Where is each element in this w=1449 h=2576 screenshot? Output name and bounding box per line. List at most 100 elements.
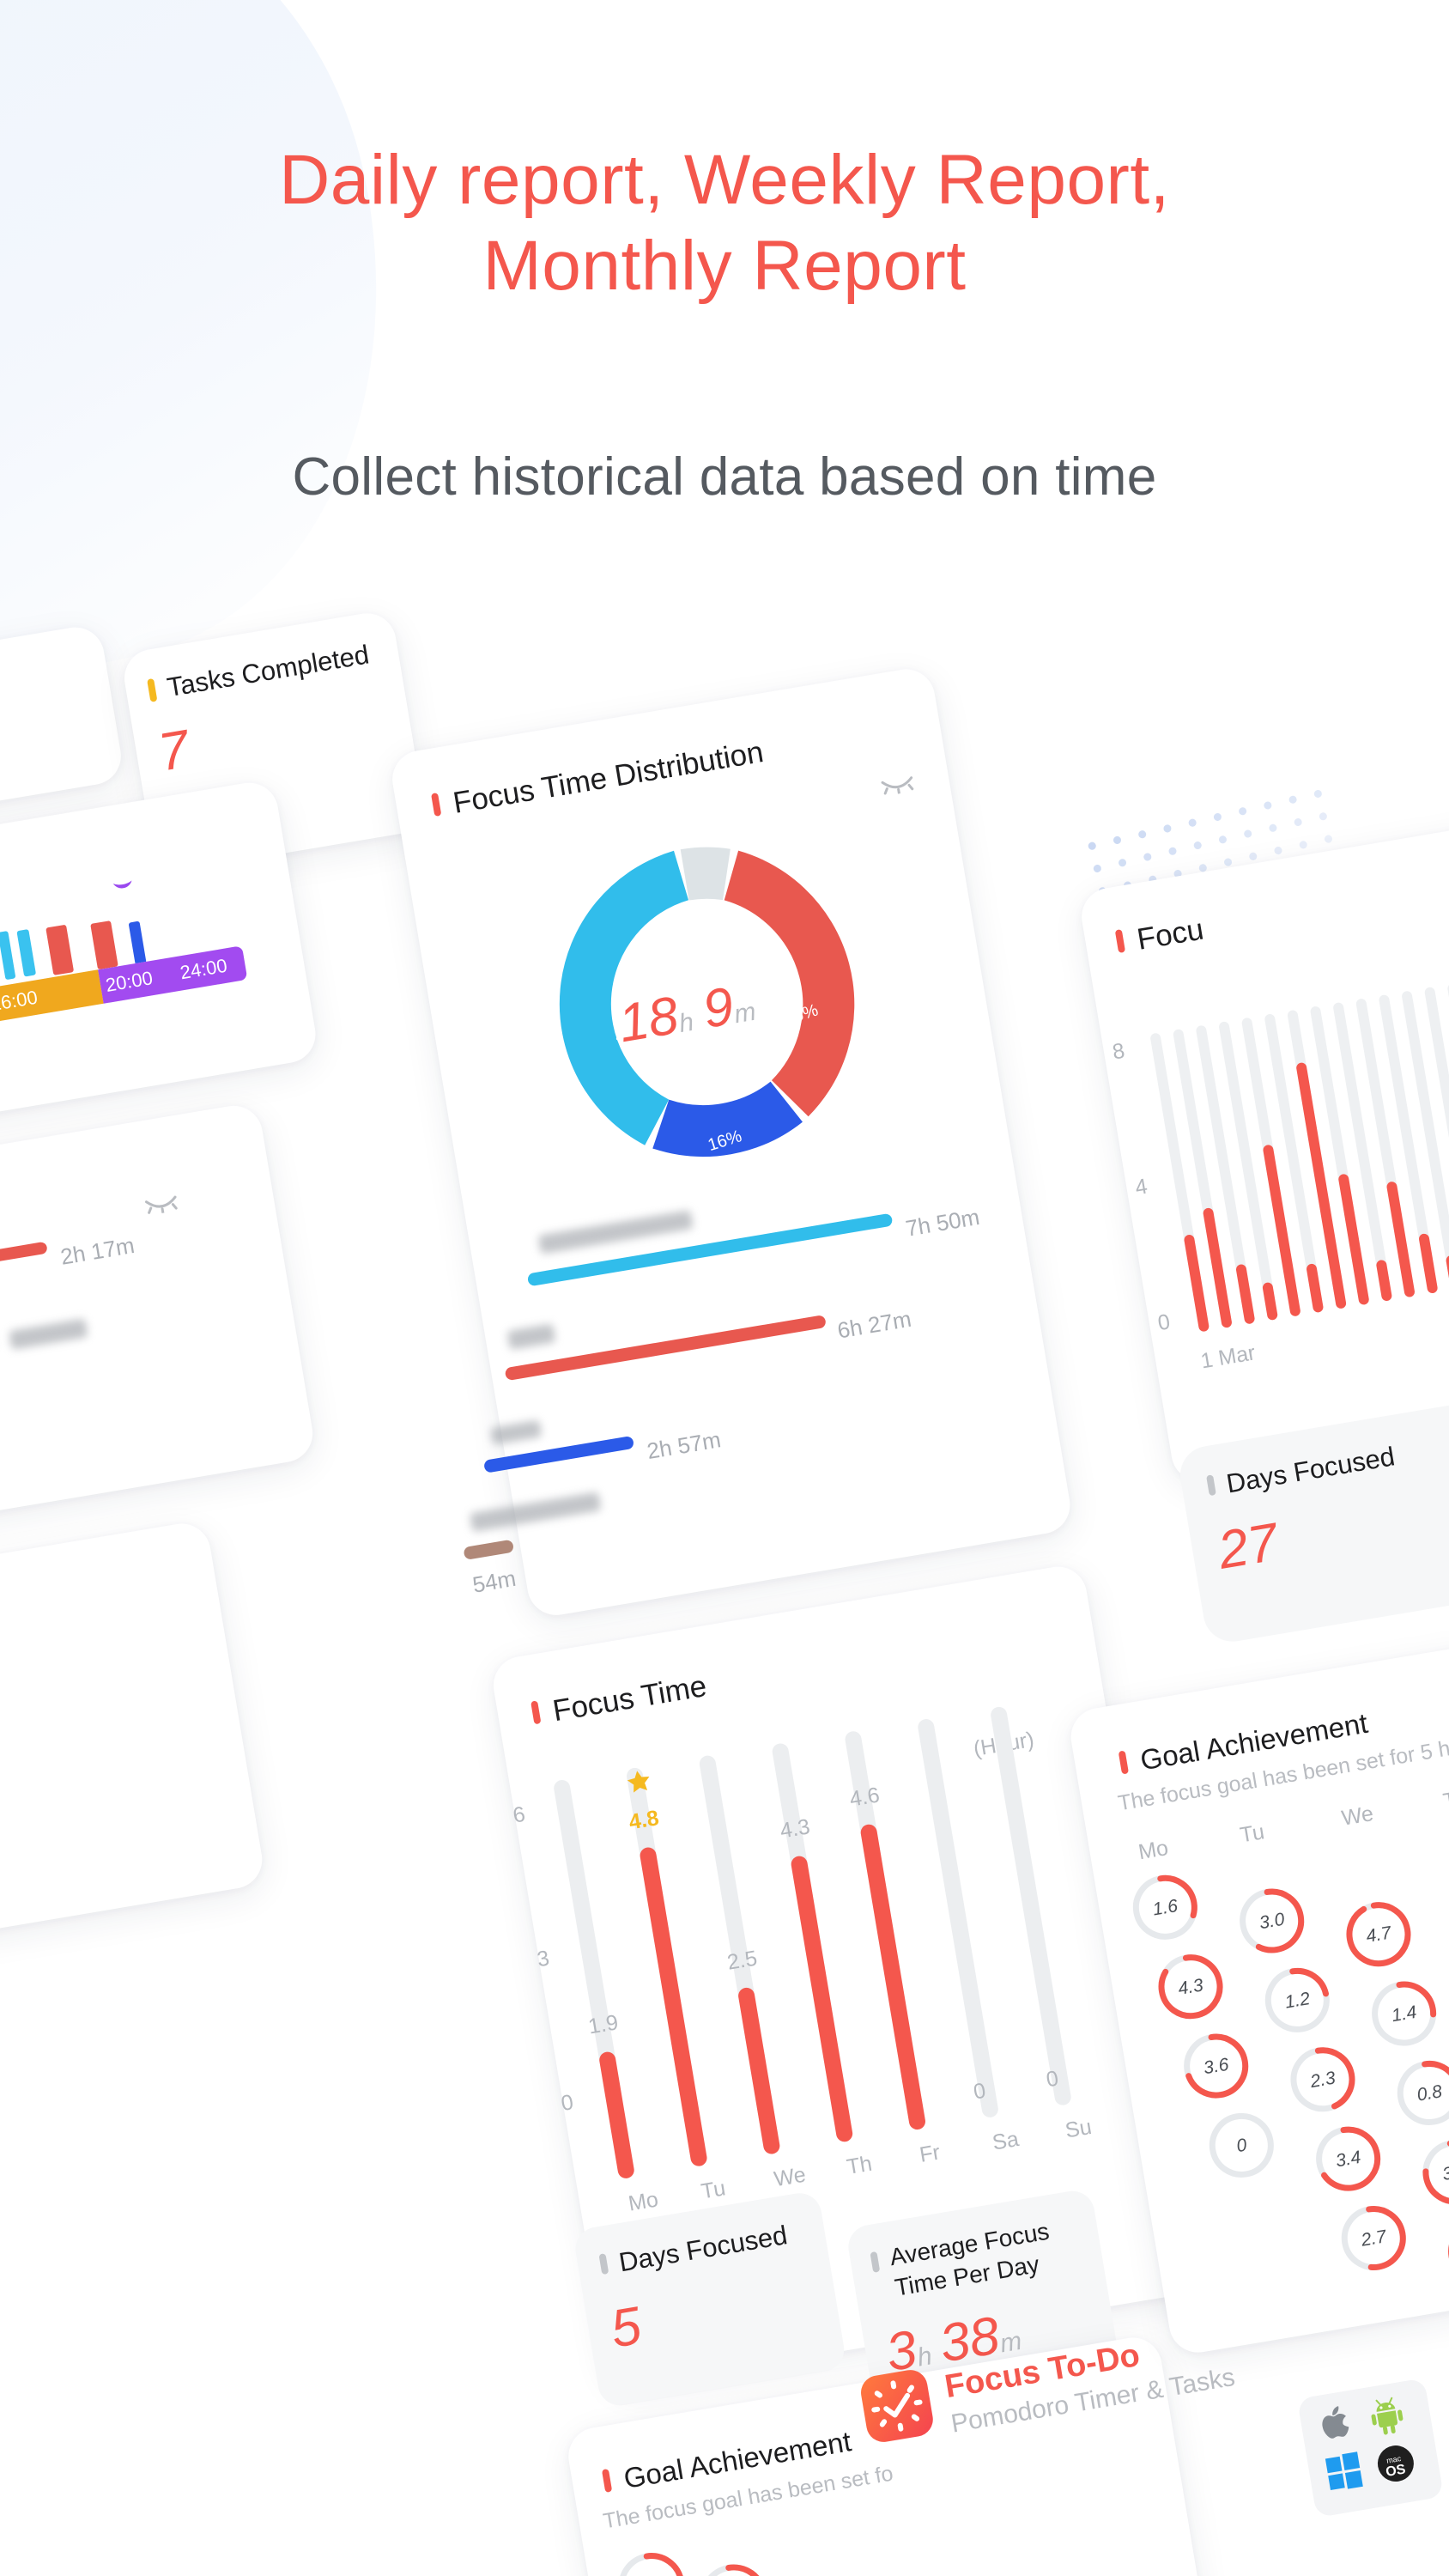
bar-value: [1375, 1259, 1393, 1302]
card-focus-month[interactable]: Focu 8 4 0 1 Mar: [1077, 805, 1449, 1486]
svg-text:3.4: 3.4: [1334, 2148, 1362, 2172]
bar-row-3-value: 2h 57m: [645, 1426, 723, 1465]
goal-ring-cell: 4.3: [1149, 1945, 1234, 2032]
y-tick-3: 3: [535, 1946, 551, 1972]
card-goal-achievement-right[interactable]: Goal Achievement The focus goal has been…: [1066, 1588, 1449, 2357]
bar-value-label: 4.6: [847, 1783, 882, 1812]
col-header-we: We: [1339, 1801, 1375, 1831]
svg-text:mac: mac: [1385, 2454, 1402, 2465]
page-title: Daily report, Weekly Report, Monthly Rep…: [0, 137, 1449, 309]
headline-line-1: Daily report, Weekly Report,: [279, 141, 1170, 219]
moon-icon: [106, 870, 140, 903]
phone-screen-center: Focus Time Distribution: [388, 656, 1287, 2576]
card-focus-time-distribution[interactable]: Focus Time Distribution: [388, 665, 1075, 1620]
goal-ring-cell: 4.7: [1337, 1893, 1422, 1980]
svg-text:3.9: 3.9: [1441, 2161, 1449, 2185]
bar-value-label: 1.9: [586, 2010, 621, 2039]
focus-distribution-bar-list: 7h 50m 6h 27m 2h 57m 54m: [463, 1159, 1052, 1598]
col-header-mo: Mo: [1137, 1835, 1170, 1865]
page-subtitle: Collect historical data based on time: [292, 447, 1157, 507]
svg-text:1.6: 1.6: [1151, 1896, 1179, 1920]
platform-badges: mac OS: [1296, 2378, 1445, 2518]
col-header-tu: Tu: [1238, 1820, 1266, 1848]
accent-tick-icon: [1114, 929, 1126, 954]
headline-line-2: Monthly Report: [482, 227, 967, 306]
svg-text:3.6: 3.6: [1202, 2055, 1230, 2079]
background-swoosh: [0, 0, 452, 700]
bar-row-2: [504, 1315, 827, 1382]
bar-value: [639, 1846, 708, 2168]
x-tick-fr: Fr: [918, 2140, 943, 2167]
bar-row-2-value: 6h 27m: [835, 1305, 913, 1344]
app-logo-icon: [858, 2367, 936, 2445]
eye-closed-icon[interactable]: [143, 1192, 180, 1216]
accent-tick-gray-icon: [598, 2253, 609, 2275]
macos-icon: mac OS: [1373, 2441, 1418, 2487]
tasks-completed-value: 7: [154, 719, 194, 783]
svg-text:2.7: 2.7: [1359, 2227, 1389, 2251]
card-time-period[interactable]: Time Period: [0, 778, 320, 1132]
y-tick-0: 0: [559, 2090, 575, 2117]
card-days-focused-week[interactable]: Days Focused 5: [572, 2190, 848, 2409]
accent-tick-icon: [530, 1700, 542, 1725]
days-focused-week-value: 5: [606, 2295, 646, 2360]
svg-text:2.3: 2.3: [1308, 2068, 1337, 2092]
bar-value: [1183, 1234, 1210, 1333]
card-goal-achievement-bottom-left[interactable]: Goal Achievement The focus goal has been…: [564, 2333, 1214, 2576]
goal-ring-cell: 3.4: [1307, 2117, 1391, 2205]
accent-tick-icon: [1118, 1750, 1130, 1775]
windows-icon: [1322, 2450, 1366, 2494]
card-focus-time-small[interactable]: Focus Time 36m: [0, 623, 126, 827]
redacted-label: [489, 1419, 543, 1445]
y-tick-4: 4: [1133, 1174, 1149, 1200]
days-focused-month-value: 27: [1214, 1512, 1282, 1581]
focus-time-week-bars: 1.9 4.8 2.5 4.3 4.6 0 0: [552, 1693, 1144, 2180]
svg-text:1.4: 1.4: [1390, 2002, 1418, 2026]
x-tick-su: Su: [1063, 2114, 1094, 2143]
goal-ring-cell: 1.2: [1256, 1959, 1340, 2046]
goal-ring-cell: 3.9: [1414, 2130, 1449, 2218]
svg-text:OS: OS: [1385, 2462, 1407, 2480]
x-tick-we: We: [772, 2162, 808, 2192]
bar-value-label: 4.3: [778, 1814, 812, 1844]
col-header-th: Th: [1441, 1785, 1449, 1814]
x-tick-sa: Sa: [991, 2127, 1021, 2155]
redacted-label: [9, 1318, 88, 1350]
redacted-label: [469, 1492, 602, 1533]
bar-value: [737, 1986, 781, 2155]
bar-value: [1418, 1232, 1439, 1294]
svg-text:4.7: 4.7: [1365, 1923, 1394, 1947]
accent-tick-gold-icon: [147, 677, 158, 702]
bar-row-4: [463, 1539, 515, 1561]
redacted-label: [537, 1210, 694, 1255]
svg-text:4.3: 4.3: [1177, 1975, 1205, 1999]
accent-tick-icon: [431, 793, 442, 817]
goal-ring-bl-1: 1.9: [609, 2543, 695, 2576]
card-focus-time-week[interactable]: Focus Time (Hour) 6 3 0 1.94.82.54.34.60…: [488, 1562, 1204, 2424]
accent-tick-icon: [601, 2468, 613, 2493]
svg-text:3.0: 3.0: [1258, 1910, 1286, 1934]
android-icon: [1365, 2394, 1409, 2438]
card-distribution-left[interactable]: tribution 2h 17m: [0, 1101, 318, 1526]
y-tick-8: 8: [1110, 1038, 1127, 1065]
goal-ring-cell: 0: [1200, 2104, 1284, 2191]
svg-text:0.8: 0.8: [1416, 2081, 1444, 2105]
footer-branding: Focus To-Do Pomodoro Timer & Tasks: [858, 2279, 1449, 2576]
redacted-label: [506, 1323, 556, 1351]
bar-track: [989, 1705, 1073, 2107]
goal-ring-cell: 1.4: [1362, 1972, 1446, 2060]
goal-ring-cell: 1.6: [1124, 1866, 1208, 1953]
svg-text:0: 0: [1235, 2136, 1249, 2157]
bar-value: [1262, 1281, 1279, 1321]
x-tick-mo: Mo: [626, 2187, 660, 2216]
bar-value: [859, 1823, 927, 2131]
y-tick-6: 6: [511, 1801, 527, 1828]
bar-value: [790, 1855, 854, 2143]
card-goal-ring-left[interactable]: 92%: [0, 1519, 267, 1941]
distribution-value: 2h 17m: [58, 1231, 136, 1270]
goal-ring-cell: 2.7: [1332, 2196, 1416, 2284]
eye-closed-icon[interactable]: [879, 772, 916, 796]
bar-row-4-value: 54m: [470, 1564, 518, 1598]
goal-ring-cell: 3.0: [1230, 1880, 1314, 1967]
